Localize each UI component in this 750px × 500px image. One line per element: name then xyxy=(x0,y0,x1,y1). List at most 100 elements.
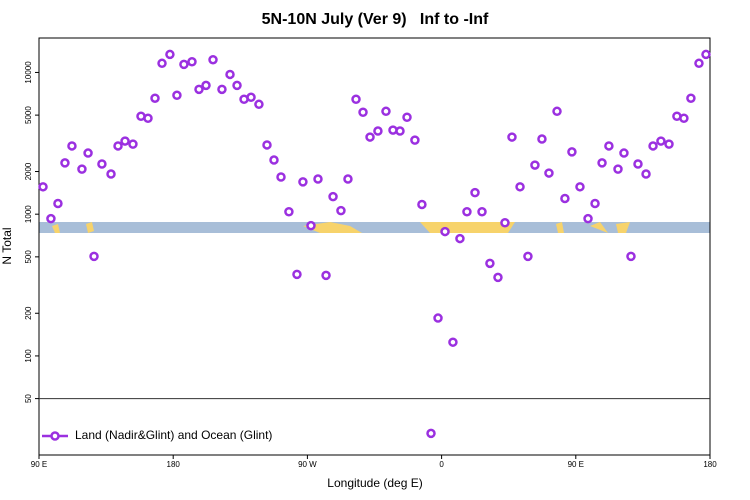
x-tick-label: 90 E xyxy=(568,460,584,469)
point xyxy=(128,139,138,149)
x-tick-label: 90 W xyxy=(298,460,317,469)
point xyxy=(515,182,525,192)
y-tick-label: 100 xyxy=(24,349,33,363)
point xyxy=(106,169,116,179)
point xyxy=(373,126,383,136)
point xyxy=(246,92,256,103)
point xyxy=(590,198,600,209)
point xyxy=(208,54,218,65)
y-tick-label: 200 xyxy=(24,306,33,320)
point xyxy=(150,93,160,103)
point xyxy=(613,164,623,174)
point xyxy=(433,313,443,323)
point xyxy=(321,270,331,281)
x-tick-label: 180 xyxy=(703,460,717,469)
point xyxy=(358,107,368,117)
point xyxy=(46,213,56,224)
point xyxy=(560,193,570,204)
point xyxy=(306,220,316,231)
point xyxy=(485,258,495,269)
land-patches xyxy=(52,222,630,233)
point xyxy=(470,187,480,198)
point xyxy=(365,132,375,142)
x-tick-label: 180 xyxy=(167,460,181,469)
point xyxy=(597,158,607,168)
point xyxy=(664,139,674,149)
point xyxy=(402,112,412,122)
point xyxy=(165,49,175,60)
point xyxy=(656,136,666,146)
y-tick-label: 1000 xyxy=(24,205,33,223)
legend-label: Land (Nadir&Glint) and Ocean (Glint) xyxy=(75,428,272,442)
point xyxy=(462,207,472,217)
point xyxy=(493,272,503,283)
point xyxy=(328,191,338,202)
point xyxy=(313,174,323,184)
point xyxy=(262,140,272,150)
map-strip xyxy=(39,222,710,233)
y-tick-label: 50 xyxy=(24,394,33,403)
point xyxy=(351,94,361,105)
point xyxy=(38,182,48,192)
point xyxy=(641,169,651,179)
plot-frame xyxy=(38,37,711,456)
point xyxy=(410,135,420,145)
point xyxy=(172,90,182,101)
point xyxy=(567,147,577,157)
point xyxy=(217,84,227,95)
point xyxy=(426,428,436,439)
point xyxy=(284,207,294,217)
point xyxy=(232,80,242,91)
point xyxy=(201,80,211,91)
y-axis-label: N Total xyxy=(0,227,14,264)
point xyxy=(336,205,346,216)
point xyxy=(626,251,636,262)
point xyxy=(583,213,593,224)
point xyxy=(269,155,279,165)
point xyxy=(120,136,130,146)
point xyxy=(395,126,405,136)
point xyxy=(292,269,302,280)
x-tick-label: 0 xyxy=(439,460,444,469)
point xyxy=(619,148,629,158)
point xyxy=(53,198,63,209)
point xyxy=(113,141,123,151)
point xyxy=(544,168,554,178)
point xyxy=(298,177,308,187)
point xyxy=(701,49,711,60)
chart-title: 5N-10N July (Ver 9) Inf to -Inf xyxy=(262,11,489,28)
point xyxy=(343,174,353,184)
point xyxy=(143,113,153,124)
y-tick-label: 2000 xyxy=(24,162,33,180)
point xyxy=(254,99,264,110)
point xyxy=(575,182,585,192)
point xyxy=(604,141,614,151)
point xyxy=(83,148,93,158)
point xyxy=(194,84,204,95)
point xyxy=(276,172,286,182)
point xyxy=(633,159,643,169)
legend-marker xyxy=(50,431,60,441)
point xyxy=(523,251,533,262)
y-tick-label: 10000 xyxy=(24,61,33,84)
y-tick-label: 500 xyxy=(24,250,33,264)
point xyxy=(694,58,704,69)
point xyxy=(530,160,540,170)
point xyxy=(507,132,517,142)
x-axis-label: Longitude (deg E) xyxy=(327,476,422,490)
point xyxy=(77,164,87,174)
point xyxy=(417,199,427,210)
point xyxy=(648,141,658,151)
point xyxy=(686,93,696,103)
point xyxy=(679,113,689,124)
point xyxy=(157,58,167,69)
point xyxy=(60,158,70,168)
point xyxy=(225,69,235,80)
x-tick-label: 90 E xyxy=(31,460,47,469)
point xyxy=(179,59,189,70)
ocean-band xyxy=(39,222,710,233)
point xyxy=(187,56,197,67)
point xyxy=(537,134,547,144)
point xyxy=(89,251,99,262)
